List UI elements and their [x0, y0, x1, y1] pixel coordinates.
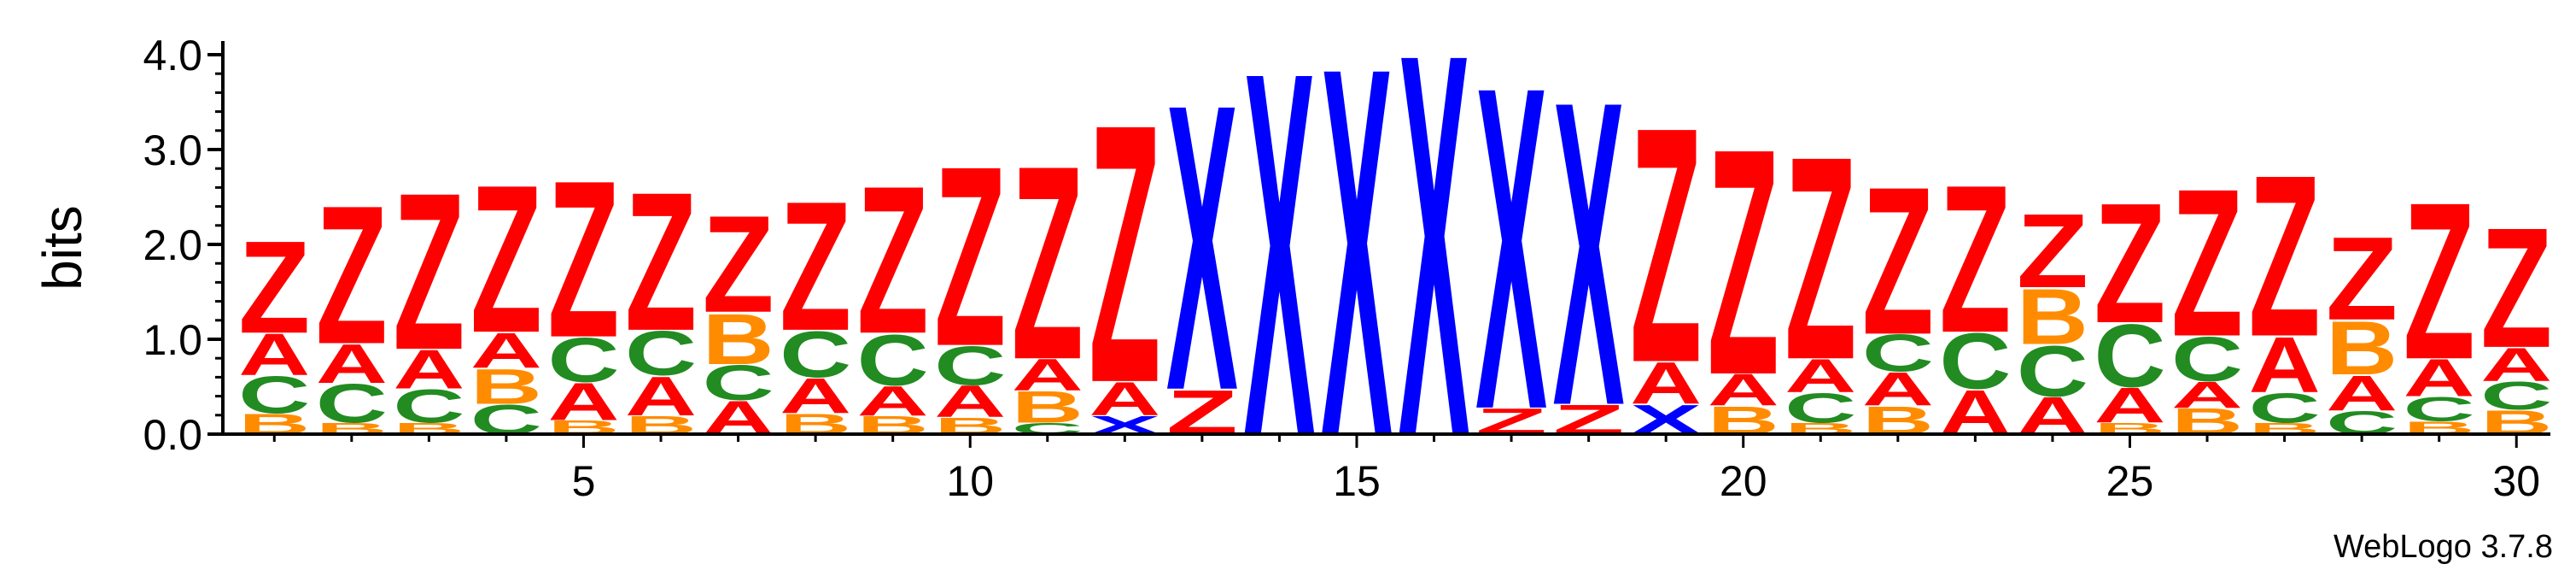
logo-glyph-c-pos-27: C	[2249, 385, 2321, 432]
logo-glyph-b-pos-28: B	[2326, 305, 2398, 391]
x-tick-label: 20	[1720, 457, 1767, 505]
logo-glyph-z-pos-6: Z	[625, 152, 697, 373]
logo-glyph-z-pos-12: Z	[1089, 47, 1160, 459]
logo-glyph-c-pos-2: C	[316, 373, 388, 434]
logo-glyph-c-pos-8: C	[780, 318, 851, 391]
logo-glyph-b-pos-4: B	[470, 359, 542, 415]
logo-glyph-x-pos-13: X	[1166, 21, 1239, 476]
logo-glyph-c-pos-9: C	[857, 320, 929, 401]
logo-glyph-z-pos-29: Z	[2404, 157, 2475, 407]
y-tick-label: 3.0	[143, 126, 202, 174]
logo-glyph-x-pos-18: X	[1553, 11, 1626, 497]
logo-glyph-a-pos-11: A	[1012, 350, 1084, 401]
logo-glyph-a-pos-12: A	[1089, 373, 1160, 426]
logo-glyph-c-pos-29: C	[2404, 391, 2475, 429]
logo-glyph-c-pos-23: C	[1939, 318, 2011, 406]
logo-glyph-c-pos-26: C	[2171, 324, 2243, 395]
logo-glyph-c-pos-21: C	[1785, 385, 1856, 432]
y-tick-label: 0.0	[143, 411, 202, 459]
logo-glyph-a-pos-29: A	[2404, 349, 2475, 408]
logo-glyph-a-pos-21: A	[1785, 350, 1856, 403]
logo-glyph-a-pos-3: A	[393, 338, 464, 400]
logo-glyph-z-pos-19: Z	[1630, 57, 1702, 432]
logo-glyph-z-pos-27: Z	[2249, 127, 2321, 385]
logo-glyph-z-pos-20: Z	[1708, 83, 1779, 443]
logo-glyph-z-pos-2: Z	[316, 166, 388, 386]
logo-glyph-z-pos-4: Z	[470, 142, 542, 377]
logo-glyph-a-pos-27: A	[2249, 321, 2321, 409]
logo-glyph-a-pos-8: A	[780, 368, 851, 425]
axes: 0.0 1.0 2.0 3.0 4.0 5 10 15 20 25 30	[143, 32, 2550, 505]
logo-glyph-z-pos-7: Z	[703, 186, 774, 341]
logo-glyph-z-pos-3: Z	[393, 148, 464, 397]
x-tick-label: 5	[572, 457, 596, 505]
y-axis-title: bits	[32, 205, 93, 291]
logo-glyph-a-pos-22: A	[1862, 363, 1934, 416]
logo-glyph-x-pos-15: X	[1321, 0, 1393, 547]
logo-glyph-z-pos-30: Z	[2480, 192, 2552, 384]
logo-glyph-a-pos-25: A	[2094, 378, 2165, 434]
logo-glyph-a-pos-28: A	[2326, 365, 2398, 421]
logo-glyph-z-pos-26: Z	[2171, 145, 2243, 380]
logo-glyph-x-pos-17: X	[1475, 0, 1548, 507]
logo-glyph-c-pos-22: C	[1862, 324, 1934, 383]
logo-glyph-z-pos-22: Z	[1862, 144, 1934, 379]
logo-glyph-a-pos-6: A	[625, 365, 697, 426]
logo-glyph-z-pos-21: Z	[1785, 97, 1856, 420]
logo-glyph-c-pos-6: C	[625, 318, 697, 389]
logo-glyph-z-pos-9: Z	[857, 143, 929, 378]
logo-glyph-z-pos-28: Z	[2326, 213, 2398, 345]
y-tick-label: 1.0	[143, 316, 202, 364]
y-tick-label: 4.0	[143, 32, 202, 79]
logo-glyph-z-pos-25: Z	[2094, 167, 2165, 359]
logo-glyph-c-pos-5: C	[547, 325, 619, 396]
logo-glyph-z-pos-5: Z	[547, 135, 619, 385]
logo-glyph-a-pos-20: A	[1708, 366, 1779, 416]
logo-glyph-c-pos-24: C	[2017, 331, 2088, 412]
x-tick-label: 10	[946, 457, 994, 505]
logo-glyph-c-pos-1: C	[238, 366, 310, 425]
logo-glyph-b-pos-24: B	[2017, 273, 2088, 361]
logo-glyph-a-pos-1: A	[238, 322, 310, 389]
logo-glyph-z-pos-11: Z	[1012, 108, 1084, 417]
weblogo-credit: WebLogo 3.7.8	[2334, 529, 2553, 565]
logo-glyph-z-pos-24: Z	[2017, 192, 2088, 310]
logo-glyph-b-pos-11: B	[1012, 383, 1084, 433]
logo-glyph-z-pos-8: Z	[780, 163, 851, 369]
logo-glyph-c-pos-3: C	[393, 380, 464, 433]
logo-glyph-z-pos-23: Z	[1939, 142, 2011, 377]
logo-glyph-a-pos-26: A	[2171, 374, 2243, 415]
logo-glyph-x-pos-14: X	[1243, 0, 1316, 545]
logo-glyph-c-pos-30: C	[2480, 373, 2552, 418]
logo-glyph-z-pos-1: Z	[238, 214, 310, 361]
logo-glyph-x-pos-16: X	[1399, 0, 1471, 550]
logo-glyph-c-pos-25: C	[2094, 307, 2165, 406]
logo-glyph-a-pos-10: A	[934, 377, 1006, 427]
plot-area: BCAZBCAZBCAZCBAZBACZBACZACBZBACZBACZBACZ…	[238, 0, 2552, 550]
logo-glyph-b-pos-7: B	[703, 298, 774, 379]
logo-glyph-c-pos-7: C	[703, 355, 774, 411]
x-tick-label: 30	[2492, 457, 2540, 505]
x-tick-label: 25	[2106, 457, 2154, 505]
logo-glyph-a-pos-30: A	[2480, 339, 2552, 392]
logo-glyph-z-pos-10: Z	[934, 112, 1006, 400]
logo-glyph-a-pos-19: A	[1630, 350, 1702, 417]
logo-glyph-c-pos-10: C	[934, 335, 1006, 397]
x-tick-label: 15	[1333, 457, 1381, 505]
logo-glyph-a-pos-9: A	[857, 377, 929, 424]
logo-glyph-a-pos-2: A	[316, 333, 388, 395]
logo-glyph-a-pos-4: A	[470, 322, 542, 379]
logo-glyph-a-pos-5: A	[547, 373, 619, 432]
y-tick-label: 2.0	[143, 221, 202, 269]
